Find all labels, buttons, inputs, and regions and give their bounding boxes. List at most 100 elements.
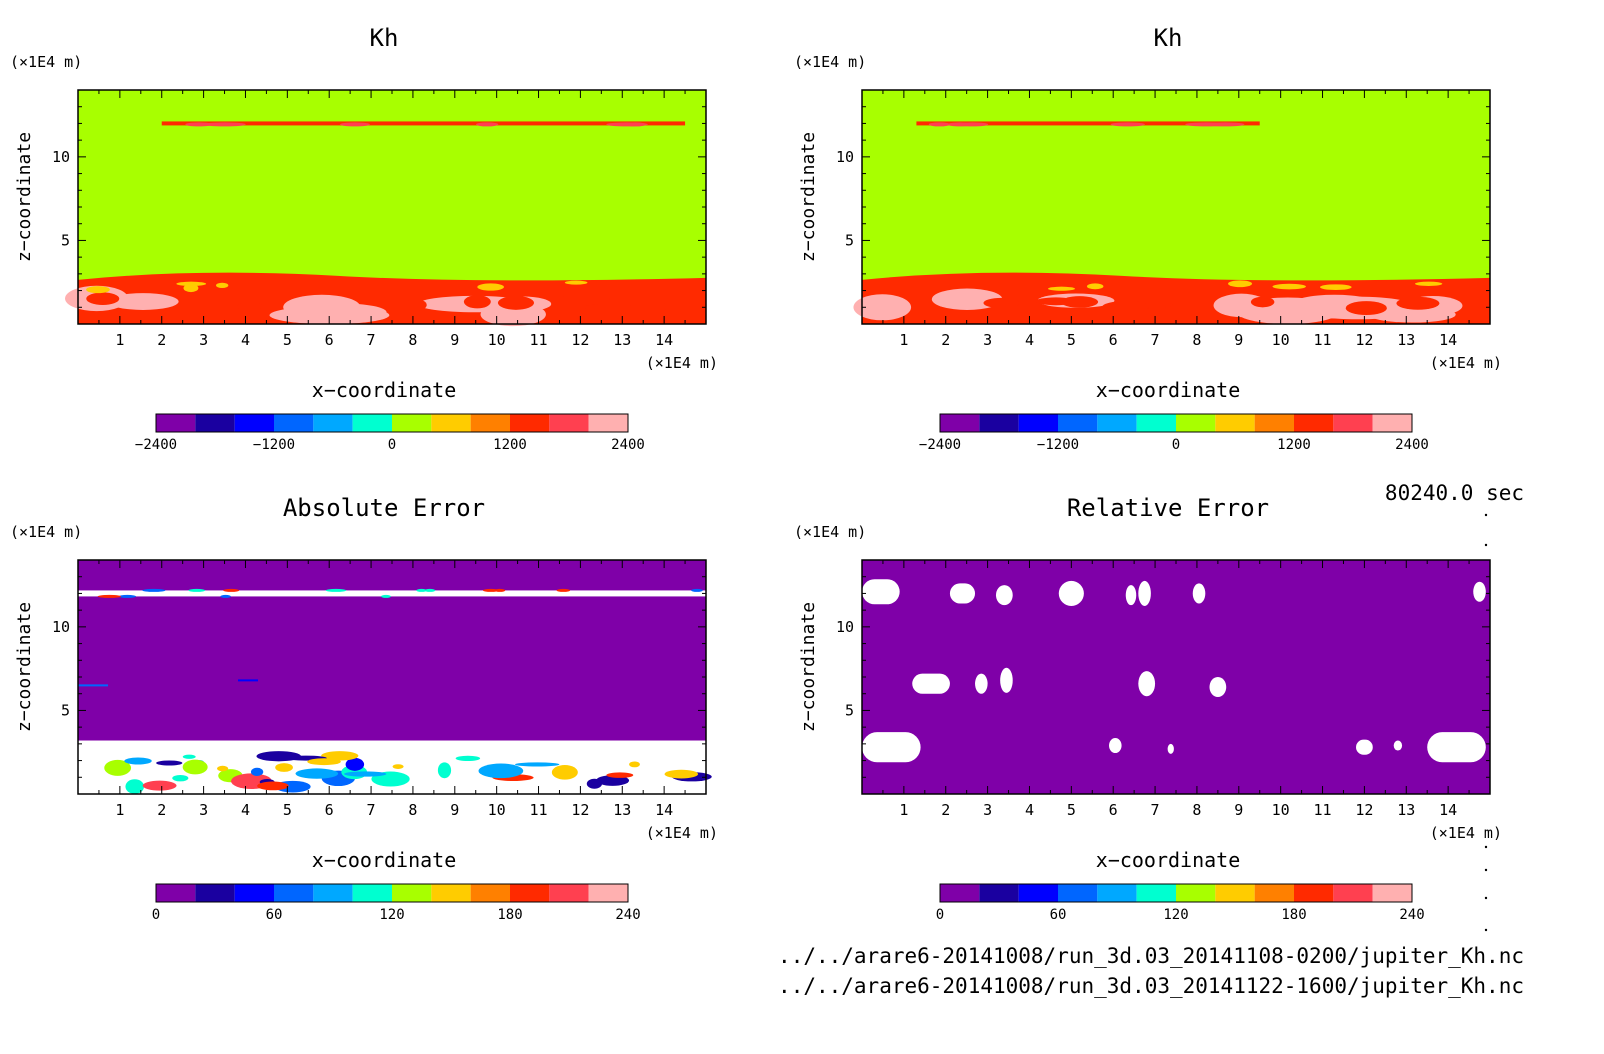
colorbar-cell	[1372, 884, 1412, 902]
error-band-edge	[223, 588, 240, 592]
colorbar-tick-label: 2400	[611, 437, 645, 453]
x-tick-label: 5	[1067, 801, 1076, 819]
colorbar-frame	[939, 413, 1413, 433]
colorbar-tick-label: 1200	[493, 437, 527, 453]
boundary-blob-mid	[497, 296, 535, 310]
y-unit-label: (×1E4 m)	[794, 523, 866, 541]
x-tick-label: 8	[1192, 801, 1201, 819]
margin-dot	[1484, 928, 1488, 932]
upper-layer-blob	[1110, 122, 1146, 127]
x-tick-label: 11	[1314, 801, 1332, 819]
colorbar-frame	[939, 883, 1413, 903]
colorbar-tick-label: 240	[615, 907, 640, 923]
boundary-blob-low	[1272, 283, 1306, 290]
x-tick-label: 7	[367, 331, 376, 349]
colorbar-tick-label: 120	[1163, 907, 1188, 923]
x-tick-label: 1	[899, 331, 908, 349]
colorbar-cell	[470, 414, 510, 432]
error-contour-blob	[321, 751, 359, 761]
boundary-blob-mid	[583, 304, 636, 311]
error-patch	[1393, 740, 1403, 751]
error-patch	[949, 583, 976, 604]
error-patch	[975, 673, 988, 694]
boundary-blob-high	[853, 294, 912, 321]
panel-title: Absolute Error	[283, 494, 485, 522]
x-tick-label: 4	[241, 331, 250, 349]
colorbar-cell	[588, 884, 628, 902]
x-tick-label: 12	[1355, 331, 1373, 349]
colorbar-cell	[588, 414, 628, 432]
x-tick-label: 14	[655, 801, 673, 819]
x-tick-label: 3	[983, 331, 992, 349]
x-tick-label: 11	[530, 331, 548, 349]
error-contour-blob	[551, 765, 578, 780]
error-contour-blob	[345, 757, 365, 771]
boundary-blob-mid	[1396, 296, 1440, 310]
colorbar-cell	[1097, 414, 1137, 432]
colorbar-cell	[431, 884, 471, 902]
error-contour-blob	[156, 760, 183, 766]
colorbar-cell	[1018, 414, 1058, 432]
colorbar-cell	[1333, 414, 1373, 432]
colorbar-cell	[979, 414, 1019, 432]
timestamp-label: 80240.0 sec	[1384, 481, 1524, 505]
boundary-layer	[78, 272, 706, 324]
colorbar-tick-label: 0	[1172, 437, 1180, 453]
error-contour-blob	[307, 758, 341, 766]
panel-title: Kh	[1154, 24, 1183, 52]
colorbar-frame	[155, 883, 629, 903]
margin-dot	[1484, 845, 1488, 849]
boundary-blob-low	[1414, 281, 1443, 286]
error-patch	[1167, 743, 1174, 754]
colorbar-cell	[470, 884, 510, 902]
colorbar-cell	[940, 414, 980, 432]
boundary-blob-mid	[86, 292, 120, 306]
y-tick-label: 10	[52, 618, 70, 636]
error-contour-blob	[257, 781, 289, 791]
x-tick-label: 1	[115, 801, 124, 819]
colorbar-cell	[1254, 884, 1294, 902]
y-axis-label: z−coordinate	[14, 132, 35, 262]
error-patch	[862, 732, 921, 763]
x-tick-label: 9	[1234, 331, 1243, 349]
boundary-blob-low	[176, 281, 207, 286]
colorbar-cell	[549, 884, 589, 902]
x-tick-label: 2	[941, 801, 950, 819]
x-tick-label: 12	[571, 331, 589, 349]
x-tick-label: 9	[450, 801, 459, 819]
colorbar-cell	[313, 414, 353, 432]
colorbar-tick-label: 180	[497, 907, 522, 923]
colorbar-cell	[195, 884, 235, 902]
error-patch	[1192, 583, 1206, 604]
margin-dot	[1484, 543, 1488, 547]
x-tick-label: 8	[408, 331, 417, 349]
upper-layer-band	[916, 121, 1260, 126]
error-band-edge	[556, 588, 571, 592]
x-unit-label: (×1E4 m)	[1430, 354, 1502, 372]
boundary-blob-mid	[237, 301, 263, 311]
x-tick-label: 14	[1439, 331, 1457, 349]
boundary-blob-mid	[1345, 301, 1387, 316]
x-tick-label: 3	[983, 801, 992, 819]
colorbar-tick-label: 1200	[1277, 437, 1311, 453]
x-tick-label: 11	[530, 801, 548, 819]
colorbar-cell	[352, 414, 392, 432]
y-unit-label: (×1E4 m)	[10, 53, 82, 71]
upper-layer-blob	[203, 122, 246, 127]
file-path-1: ../../arare6-20141008/run_3d.03_20141108…	[778, 944, 1524, 968]
upper-layer-blob	[339, 122, 370, 127]
error-patch	[1356, 739, 1373, 755]
boundary-blob-mid	[1060, 296, 1099, 308]
margin-dot	[1484, 513, 1488, 517]
x-tick-label: 1	[899, 801, 908, 819]
x-tick-label: 9	[1234, 801, 1243, 819]
error-contour-blob	[172, 774, 189, 782]
colorbar-cell	[234, 884, 274, 902]
colorbar-cell	[1372, 414, 1412, 432]
y-tick-label: 5	[845, 701, 854, 719]
colorbar-cell	[195, 414, 235, 432]
error-patch	[1109, 738, 1122, 754]
